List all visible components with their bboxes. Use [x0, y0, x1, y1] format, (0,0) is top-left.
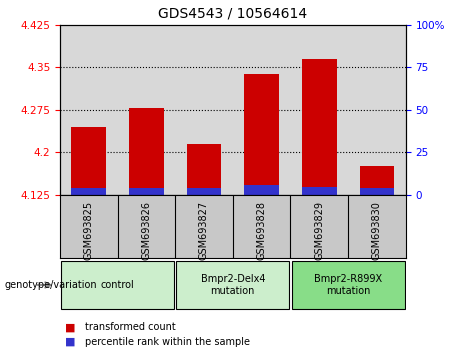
Bar [290, 25, 348, 195]
Bar [60, 25, 118, 195]
Bar [118, 25, 175, 195]
Text: control: control [100, 280, 135, 290]
Text: transformed count: transformed count [85, 322, 176, 332]
Text: genotype/variation: genotype/variation [5, 280, 97, 290]
Bar [187, 144, 221, 195]
Bar [233, 25, 290, 195]
Bar [302, 187, 337, 195]
Text: Bmpr2-Delx4
mutation: Bmpr2-Delx4 mutation [201, 274, 265, 296]
Text: GSM693826: GSM693826 [142, 201, 151, 260]
Text: GSM693830: GSM693830 [372, 201, 382, 260]
Text: GSM693827: GSM693827 [199, 201, 209, 260]
Bar [244, 74, 279, 195]
Bar [175, 25, 233, 195]
Bar [244, 185, 279, 195]
Text: GSM693828: GSM693828 [257, 201, 266, 260]
Bar [187, 188, 221, 195]
Bar [360, 188, 394, 195]
Bar [129, 108, 164, 195]
Bar [71, 127, 106, 195]
Bar [302, 59, 337, 195]
Text: ■: ■ [65, 322, 75, 332]
Text: GSM693829: GSM693829 [314, 201, 324, 260]
Text: percentile rank within the sample: percentile rank within the sample [85, 337, 250, 347]
Bar [61, 261, 174, 309]
Bar [291, 261, 405, 309]
Text: Bmpr2-R899X
mutation: Bmpr2-R899X mutation [314, 274, 382, 296]
Bar [176, 261, 290, 309]
Text: GSM693825: GSM693825 [84, 201, 94, 260]
Bar [348, 25, 406, 195]
Title: GDS4543 / 10564614: GDS4543 / 10564614 [158, 7, 307, 21]
Bar [71, 188, 106, 195]
Bar [129, 188, 164, 195]
Text: ■: ■ [65, 337, 75, 347]
Bar [360, 166, 394, 195]
